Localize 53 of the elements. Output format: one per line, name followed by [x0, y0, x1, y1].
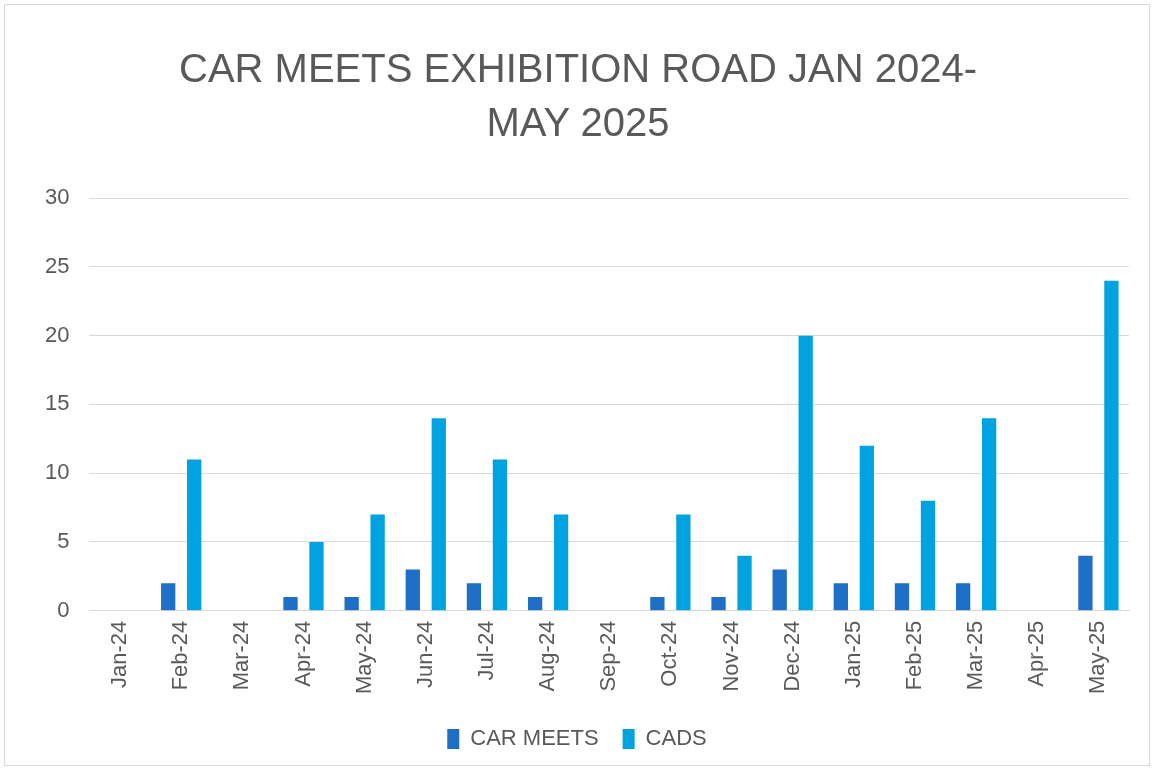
bar	[711, 596, 726, 611]
x-tick-label: Feb-25	[901, 620, 927, 691]
x-tick-label: Jan-25	[839, 620, 865, 688]
y-tick-label: 25	[44, 253, 70, 278]
bar	[859, 445, 874, 611]
legend-label: CAR MEETS	[470, 725, 599, 751]
x-tick-label: Jan-24	[106, 620, 132, 688]
bar	[553, 514, 569, 611]
x-tick-label: May-24	[350, 620, 376, 694]
x-tick-label: Feb-24	[167, 620, 193, 691]
bar	[798, 335, 813, 611]
legend-label: CADS	[645, 725, 707, 751]
y-tick-label: 20	[44, 321, 70, 347]
bar	[283, 596, 298, 611]
y-tick-label: 0	[57, 596, 70, 622]
bar	[466, 583, 482, 611]
bar	[772, 569, 787, 611]
bar	[431, 418, 446, 611]
x-tick-label: May-25	[1084, 620, 1110, 694]
y-tick-label: 10	[44, 459, 70, 485]
y-tick-label: 30	[44, 184, 70, 210]
bar	[344, 596, 359, 611]
x-tick-label: Oct-24	[656, 620, 682, 687]
bar	[920, 500, 936, 611]
y-tick-label: 15	[44, 390, 70, 416]
bar	[833, 583, 848, 611]
bar	[187, 459, 202, 611]
x-tick-label: Sep-24	[595, 620, 621, 692]
bar	[309, 541, 324, 611]
bar	[981, 418, 997, 611]
x-tick-label: Dec-24	[778, 620, 804, 692]
chart-title: CAR MEETS EXHIBITION ROAD JAN 2024-MAY 2025	[178, 45, 978, 146]
x-tick-label: Nov-24	[717, 620, 743, 692]
x-tick-label: Mar-25	[962, 620, 988, 691]
x-tick-label: Mar-24	[228, 620, 254, 691]
y-tick-label: 5	[57, 527, 70, 553]
x-tick-label: Apr-25	[1023, 620, 1049, 687]
x-tick-label: Aug-24	[534, 620, 560, 692]
bar	[676, 514, 691, 611]
x-tick-label: Jun-24	[411, 620, 437, 688]
bar	[405, 569, 420, 611]
bar	[1078, 555, 1093, 611]
bar	[527, 596, 543, 611]
x-tick-label: Apr-24	[289, 620, 315, 687]
bar	[492, 459, 508, 611]
bar	[737, 555, 752, 611]
bar	[894, 583, 910, 611]
bar	[161, 583, 176, 611]
bar	[1104, 280, 1119, 611]
bar	[650, 596, 665, 611]
bar	[955, 583, 971, 611]
bar	[370, 514, 385, 611]
x-tick-label: Jul-24	[473, 620, 498, 681]
